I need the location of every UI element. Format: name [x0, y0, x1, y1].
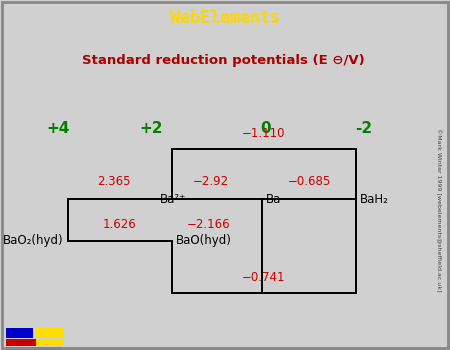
- Bar: [6, 328, 33, 338]
- Text: ©Mark Winter 1999 [webelements@sheffield.ac.uk]: ©Mark Winter 1999 [webelements@sheffield…: [436, 128, 441, 292]
- Text: +2: +2: [140, 121, 163, 136]
- Text: BaO₂(hyd): BaO₂(hyd): [3, 234, 64, 247]
- Text: Standard reduction potentials (E ⊖/V): Standard reduction potentials (E ⊖/V): [82, 54, 365, 67]
- Bar: [6, 347, 63, 350]
- Text: BaH₂: BaH₂: [360, 193, 389, 206]
- Text: −0.741: −0.741: [242, 271, 286, 284]
- Text: Ba: Ba: [266, 193, 281, 206]
- Bar: [36, 339, 64, 346]
- Text: +4: +4: [46, 121, 69, 136]
- Bar: [6, 339, 50, 346]
- Text: 2.365: 2.365: [97, 175, 130, 188]
- Text: -2: -2: [356, 121, 373, 136]
- Text: 1.626: 1.626: [103, 218, 137, 231]
- Text: 0: 0: [261, 121, 271, 136]
- Text: Ba²⁺: Ba²⁺: [160, 193, 186, 206]
- Text: −1.110: −1.110: [242, 127, 286, 140]
- Text: BaO(hyd): BaO(hyd): [176, 234, 232, 247]
- Text: −0.685: −0.685: [287, 175, 331, 188]
- Bar: [36, 328, 64, 338]
- Text: −2.166: −2.166: [187, 218, 230, 231]
- Text: WebElements: WebElements: [170, 9, 280, 27]
- Text: −2.92: −2.92: [193, 175, 229, 188]
